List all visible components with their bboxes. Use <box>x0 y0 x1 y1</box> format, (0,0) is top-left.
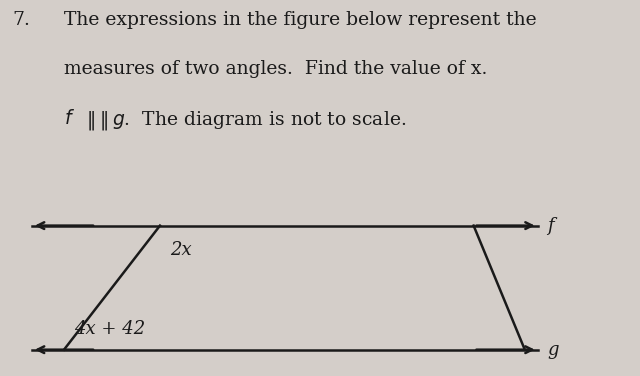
Text: g: g <box>547 341 559 359</box>
Text: The expressions in the figure below represent the: The expressions in the figure below repr… <box>64 11 536 29</box>
Text: measures of two angles.  Find the value of x.: measures of two angles. Find the value o… <box>64 60 488 78</box>
Text: $\|$: $\|$ <box>99 109 108 132</box>
Text: $g$.  The diagram is not to scale.: $g$. The diagram is not to scale. <box>112 109 406 131</box>
Text: 7.: 7. <box>13 11 31 29</box>
Text: f: f <box>547 217 554 235</box>
Text: 4x + 42: 4x + 42 <box>74 320 145 338</box>
Text: $f$: $f$ <box>64 109 75 128</box>
Text: $\|$: $\|$ <box>86 109 95 132</box>
Text: 2x: 2x <box>170 241 191 259</box>
